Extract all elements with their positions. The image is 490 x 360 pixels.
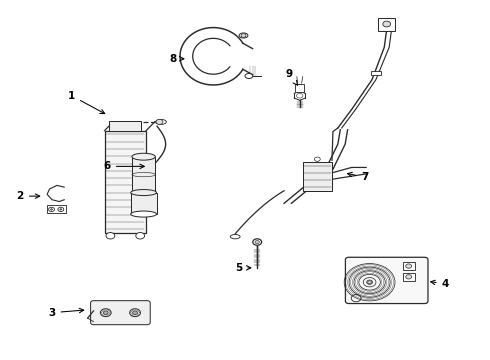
Circle shape bbox=[60, 209, 62, 210]
Ellipse shape bbox=[245, 73, 253, 78]
Text: 5: 5 bbox=[235, 263, 251, 273]
Circle shape bbox=[106, 233, 115, 239]
Ellipse shape bbox=[131, 211, 156, 217]
FancyBboxPatch shape bbox=[345, 257, 428, 303]
Bar bbox=[131, 193, 156, 214]
Bar bbox=[295, 84, 304, 92]
Text: 4: 4 bbox=[431, 279, 449, 289]
Circle shape bbox=[50, 209, 52, 210]
Circle shape bbox=[406, 275, 412, 279]
Text: 9: 9 bbox=[285, 69, 297, 85]
Circle shape bbox=[103, 311, 108, 315]
Circle shape bbox=[49, 207, 54, 212]
Text: 2: 2 bbox=[17, 191, 40, 201]
Text: 1: 1 bbox=[68, 91, 105, 114]
FancyBboxPatch shape bbox=[91, 301, 150, 325]
Text: 3: 3 bbox=[49, 308, 84, 318]
Circle shape bbox=[406, 264, 412, 268]
Bar bbox=[378, 18, 395, 31]
Bar bbox=[132, 157, 155, 193]
Bar bbox=[303, 162, 332, 191]
Text: 6: 6 bbox=[103, 161, 145, 171]
Circle shape bbox=[58, 207, 64, 212]
Bar bbox=[370, 71, 381, 75]
Circle shape bbox=[100, 309, 111, 317]
Circle shape bbox=[136, 233, 145, 239]
Circle shape bbox=[255, 240, 259, 244]
Ellipse shape bbox=[230, 234, 240, 239]
Circle shape bbox=[133, 311, 138, 315]
Circle shape bbox=[368, 281, 371, 284]
Ellipse shape bbox=[239, 33, 248, 38]
Circle shape bbox=[253, 239, 262, 245]
Bar bbox=[47, 206, 66, 213]
Text: 7: 7 bbox=[347, 172, 368, 182]
Circle shape bbox=[296, 93, 303, 98]
Text: 8: 8 bbox=[169, 54, 184, 64]
Bar bbox=[109, 121, 141, 131]
Ellipse shape bbox=[156, 120, 166, 125]
Circle shape bbox=[315, 157, 320, 161]
Ellipse shape bbox=[145, 202, 155, 207]
Circle shape bbox=[130, 309, 141, 317]
Circle shape bbox=[241, 34, 246, 37]
Circle shape bbox=[383, 21, 391, 27]
Bar bbox=[403, 262, 415, 270]
Circle shape bbox=[156, 120, 163, 125]
Ellipse shape bbox=[132, 153, 155, 160]
Ellipse shape bbox=[131, 189, 156, 195]
Circle shape bbox=[351, 294, 361, 302]
Bar bbox=[104, 131, 146, 233]
Bar bbox=[403, 273, 415, 281]
